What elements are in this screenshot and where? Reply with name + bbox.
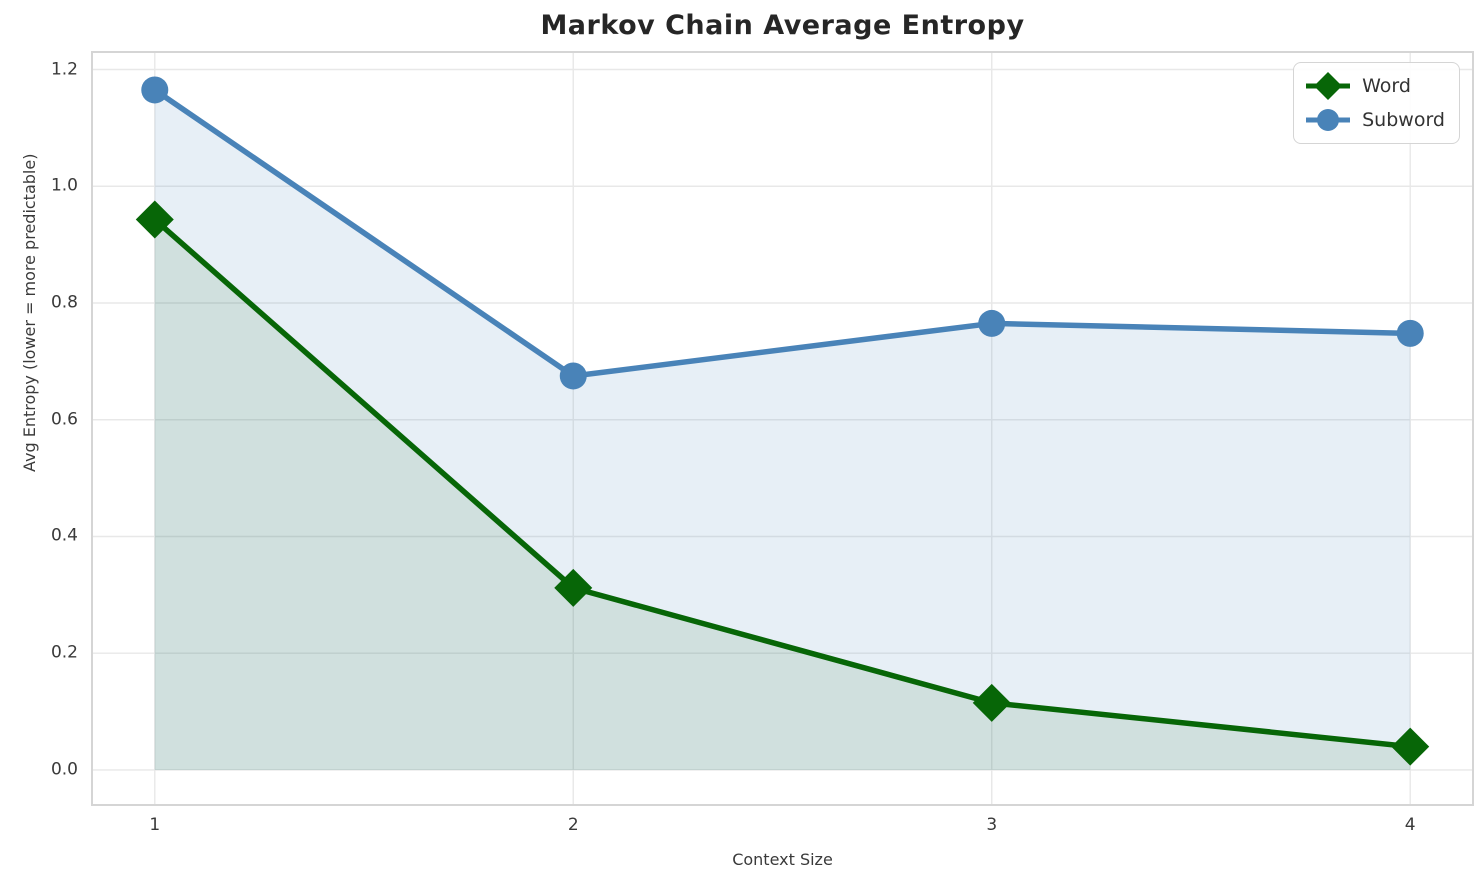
legend: Word Subword	[1293, 62, 1460, 144]
word-data-point	[972, 683, 1011, 722]
y-tick-label: 0.4	[50, 525, 78, 546]
subword-area-fill	[154, 89, 1411, 770]
x-axis-label: Context Size	[732, 850, 833, 869]
y-axis-label: Avg Entropy (lower = more predictable)	[20, 153, 39, 472]
x-tick-label: 4	[1404, 815, 1416, 835]
word-diamond-marker-icon	[1306, 72, 1351, 100]
y-tick-label: 1.2	[50, 59, 78, 79]
subword-line	[152, 87, 1413, 379]
subword-data-point	[978, 309, 1006, 337]
word-data-point	[554, 568, 593, 607]
x-tick-label: 3	[986, 815, 998, 835]
legend-label-subword: Subword	[1362, 109, 1445, 131]
word-data-point	[1391, 727, 1430, 766]
word-line	[152, 216, 1413, 750]
y-tick-label: 0.6	[50, 409, 78, 430]
subword-data-point	[559, 362, 587, 390]
x-tick-label: 2	[567, 815, 579, 835]
y-tick-label: 0.8	[50, 292, 78, 313]
word-area-fill	[154, 219, 1411, 770]
x-tick-label: 1	[149, 815, 161, 835]
subword-data-point	[141, 76, 169, 104]
chart-title: Markov Chain Average Entropy	[540, 10, 1025, 41]
legend-item-word: Word	[1304, 71, 1445, 101]
y-tick-label: 1.0	[50, 175, 78, 196]
legend-item-subword: Subword	[1304, 105, 1445, 135]
plot-border	[91, 51, 1474, 806]
y-tick-label: 0.0	[50, 759, 78, 780]
legend-label-word: Word	[1362, 75, 1411, 97]
word-data-point	[135, 200, 174, 239]
subword-circle-marker-icon	[1306, 109, 1351, 131]
subword-data-point	[1396, 319, 1424, 347]
y-tick-label: 0.2	[50, 642, 78, 663]
